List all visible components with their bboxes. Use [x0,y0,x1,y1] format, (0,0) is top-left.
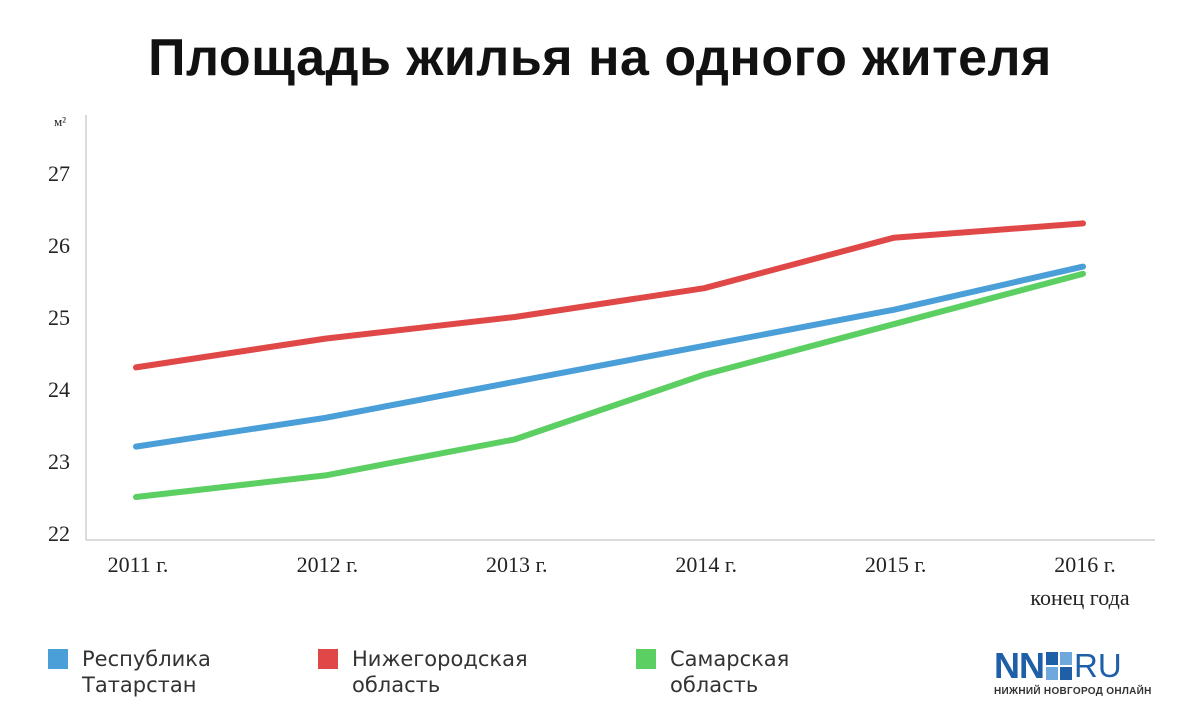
y-tick-label: 23 [48,449,70,474]
nn-ru-logo[interactable]: NN RU НИЖНИЙ НОВГОРОД ОНЛАЙН [994,648,1164,698]
logo-mark: NN RU [994,648,1164,684]
x-tick-label: 2011 г. [108,552,169,577]
legend-swatch [636,649,656,669]
legend-label: Республика Татарстан [82,647,211,697]
x-tick-label: 2014 г. [675,552,737,577]
y-axis-unit-label: м² [54,114,66,129]
legend-swatch [48,649,68,669]
series-line-2 [133,270,1086,500]
legend-item-nizhny: Нижегородская область [318,646,528,698]
line-chart: м² 22 23 24 25 26 27 2011 г. 2012 г. 2013 г. 2014 … [48,114,1155,610]
x-tick-sublabel: конец года [1030,585,1129,610]
series-line-1 [133,220,1086,371]
y-tick-label: 26 [48,233,70,258]
y-tick-label: 27 [48,161,70,186]
x-tick-label: 2015 г. [865,552,927,577]
legend-item-tatarstan: Республика Татарстан [48,646,211,698]
chart-title: Площадь жилья на одного жителя [148,29,1052,87]
x-tick-label: 2016 г. [1054,552,1116,577]
y-tick-label: 22 [48,521,70,546]
logo-square-icon [1046,652,1072,680]
x-tick-label: 2013 г. [486,552,548,577]
series-line-0 [133,263,1086,450]
x-tick-label: 2012 г. [297,552,359,577]
y-tick-label: 25 [48,305,70,330]
legend-label: Нижегородская область [352,647,528,697]
legend-label: Самарская область [670,647,790,697]
logo-subtitle: НИЖНИЙ НОВГОРОД ОНЛАЙН [994,686,1152,697]
legend-item-samara: Самарская область [636,646,789,698]
y-tick-label: 24 [48,377,70,402]
logo-ru-text: RU [1074,647,1122,684]
legend-swatch [318,649,338,669]
logo-nn-text: NN [994,645,1045,686]
